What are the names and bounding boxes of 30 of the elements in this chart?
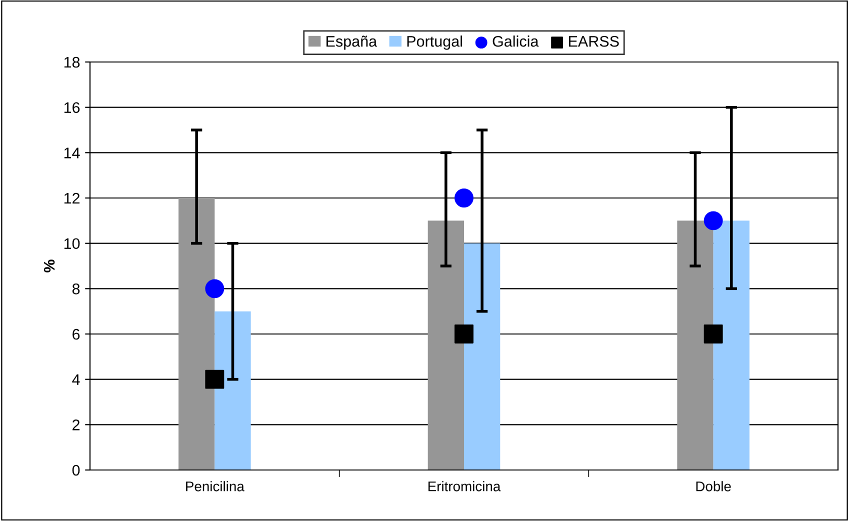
x-tick-label: Eritromicina bbox=[428, 481, 501, 492]
point bbox=[205, 279, 224, 298]
point bbox=[205, 370, 224, 389]
y-axis-title: % bbox=[44, 260, 55, 272]
legend-label: España bbox=[326, 36, 378, 50]
bar bbox=[677, 220, 714, 470]
x-tick-label: Penicilina bbox=[186, 481, 244, 492]
point bbox=[704, 324, 723, 344]
y-tick-label: 0 bbox=[72, 464, 80, 476]
y-tick-label: 16 bbox=[64, 102, 80, 114]
y-tick-label: 12 bbox=[64, 192, 80, 204]
y-tick-label: 10 bbox=[64, 238, 80, 250]
bar bbox=[428, 220, 464, 470]
point bbox=[454, 188, 474, 208]
legend-label: EARSS bbox=[569, 36, 619, 47]
y-tick-label: 2 bbox=[72, 420, 80, 430]
bar bbox=[713, 220, 750, 470]
y-tick-label: 4 bbox=[72, 374, 80, 385]
bar bbox=[214, 311, 251, 470]
bar bbox=[464, 243, 500, 470]
legend-label: Galicia bbox=[492, 36, 539, 47]
y-tick-label: 8 bbox=[72, 284, 80, 294]
point bbox=[704, 211, 723, 230]
y-tick-label: 18 bbox=[64, 56, 80, 68]
legend-label: Portugal bbox=[407, 36, 462, 50]
x-tick-label: Doble bbox=[696, 481, 731, 492]
bar bbox=[178, 198, 215, 470]
point bbox=[454, 324, 474, 344]
y-tick-label: 14 bbox=[64, 148, 80, 158]
y-tick-label: 6 bbox=[72, 328, 80, 340]
